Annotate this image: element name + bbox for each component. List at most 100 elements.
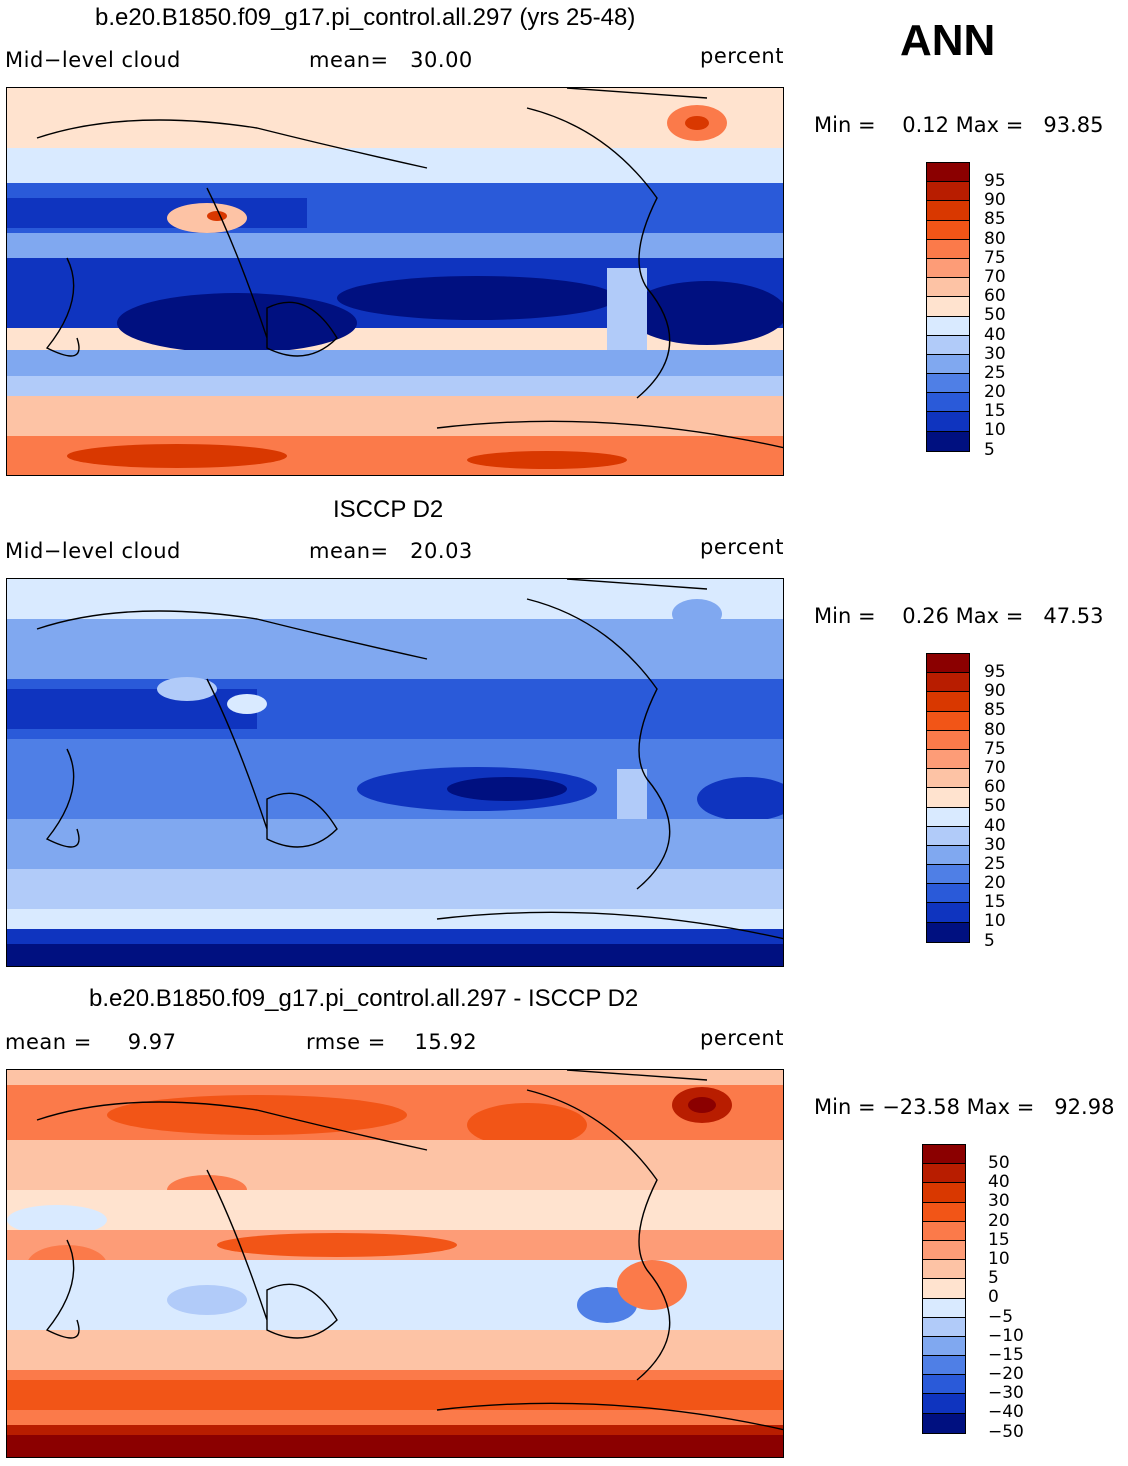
colorbar-tick-label: −5: [988, 1306, 1014, 1327]
colorbar-swatch: [927, 730, 969, 750]
colorbar-swatch: [923, 1356, 965, 1376]
colorbar-swatch: [927, 673, 969, 693]
colorbar-swatch: [923, 1145, 965, 1165]
panel-1-map: [6, 87, 784, 476]
colorbar-tick-label: 25: [984, 362, 1006, 383]
colorbar-tick-label: 0: [988, 1287, 999, 1308]
colorbar-tick-label: −40: [988, 1402, 1024, 1423]
colorbar-swatch: [923, 1164, 965, 1184]
panel-2-title: ISCCP D2: [333, 496, 444, 523]
panel-1-units-label: percent: [700, 44, 784, 68]
colorbar-tick-label: 60: [984, 286, 1006, 307]
colorbar-tick-label: 15: [984, 401, 1006, 422]
colorbar-swatch: [927, 922, 969, 942]
colorbar-swatch: [927, 297, 969, 317]
panel-3-colorbar: [922, 1144, 966, 1434]
colorbar-swatch: [923, 1336, 965, 1357]
colorbar-tick-label: 10: [984, 420, 1006, 441]
colorbar-swatch: [923, 1279, 965, 1299]
colorbar-tick-label: −50: [988, 1421, 1024, 1442]
colorbar-tick-label: −15: [988, 1344, 1024, 1365]
colorbar-swatch: [927, 258, 969, 279]
colorbar-tick-label: 50: [984, 796, 1006, 817]
panel-1-colorbar: [926, 162, 970, 452]
colorbar-swatch: [927, 788, 969, 808]
colorbar-tick-label: 95: [984, 662, 1006, 682]
colorbar-tick-label: 80: [984, 228, 1006, 249]
colorbar-tick-label: 60: [984, 777, 1006, 798]
colorbar-tick-label: −30: [988, 1383, 1024, 1404]
colorbar-tick-label: 40: [984, 815, 1006, 836]
colorbar-tick-label: 70: [984, 757, 1006, 778]
colorbar-tick-label: 85: [984, 209, 1006, 230]
colorbar-tick-label: 5: [984, 930, 995, 951]
colorbar-tick-label: 30: [984, 343, 1006, 364]
panel-3-units-label: percent: [700, 1026, 784, 1050]
colorbar-swatch: [923, 1202, 965, 1222]
colorbar-tick-label: 10: [984, 911, 1006, 932]
colorbar-swatch: [927, 711, 969, 731]
panel-2-colorbar: [926, 653, 970, 943]
colorbar-swatch: [927, 163, 969, 183]
colorbar-tick-label: 10: [988, 1248, 1010, 1269]
colorbar-swatch: [927, 769, 969, 789]
colorbar-tick-label: 25: [984, 853, 1006, 874]
panel-3-title: b.e20.B1850.f09_g17.pi_control.all.297 -…: [89, 985, 639, 1012]
colorbar-swatch: [923, 1394, 965, 1414]
panel-3-rmse-label: rmse = 15.92: [306, 1030, 478, 1054]
colorbar-swatch: [923, 1183, 965, 1203]
panel-2-colorbar-labels: 95 90 85 80 75 70 60 50 40 30 25 20 15 10 5: [984, 662, 1006, 951]
colorbar-swatch: [927, 182, 969, 202]
colorbar-tick-label: 30: [988, 1191, 1010, 1212]
colorbar-swatch: [927, 412, 969, 432]
colorbar-swatch: [927, 354, 969, 375]
panel-3-colorbar-labels: 50 40 30 20 15 10 5 0 −5 −10 −15 −20 −30 −40 −50: [988, 1153, 1024, 1442]
colorbar-tick-label: 15: [988, 1229, 1010, 1250]
colorbar-tick-label: 75: [984, 247, 1006, 268]
colorbar-swatch: [923, 1413, 965, 1433]
colorbar-swatch: [927, 884, 969, 904]
colorbar-swatch: [927, 749, 969, 770]
colorbar-swatch: [927, 278, 969, 298]
colorbar-swatch: [927, 845, 969, 866]
colorbar-tick-label: 40: [988, 1172, 1010, 1193]
colorbar-tick-label: 15: [984, 892, 1006, 913]
colorbar-swatch: [927, 826, 969, 846]
colorbar-swatch: [927, 692, 969, 712]
colorbar-swatch: [927, 903, 969, 923]
colorbar-tick-label: −10: [988, 1325, 1024, 1346]
colorbar-swatch: [927, 239, 969, 259]
colorbar-tick-label: 70: [984, 266, 1006, 287]
colorbar-tick-label: 50: [988, 1153, 1010, 1173]
colorbar-swatch: [927, 865, 969, 885]
colorbar-swatch: [923, 1317, 965, 1337]
colorbar-tick-label: 50: [984, 305, 1006, 326]
colorbar-tick-label: 90: [984, 681, 1006, 702]
panel-3-map: [6, 1069, 784, 1458]
colorbar-tick-label: 20: [984, 873, 1006, 894]
colorbar-swatch: [927, 374, 969, 394]
colorbar-tick-label: 80: [984, 719, 1006, 740]
colorbar-swatch: [927, 807, 969, 827]
colorbar-tick-label: 20: [988, 1210, 1010, 1231]
colorbar-swatch: [923, 1240, 965, 1261]
colorbar-tick-label: 5: [984, 439, 995, 460]
panel-2-variable-label: Mid−level cloud: [5, 539, 181, 563]
panel-3-mean-label: mean = 9.97: [5, 1030, 177, 1054]
panel-1-title: b.e20.B1850.f09_g17.pi_control.all.297 (…: [95, 4, 636, 31]
colorbar-swatch: [927, 201, 969, 221]
colorbar-swatch: [923, 1260, 965, 1280]
panel-1-mean-label: mean= 30.00: [309, 48, 473, 72]
colorbar-tick-label: 85: [984, 700, 1006, 721]
panel-3-minmax: Min = −23.58 Max = 92.98: [814, 1095, 1115, 1119]
colorbar-swatch: [923, 1298, 965, 1318]
colorbar-tick-label: 90: [984, 190, 1006, 211]
panel-1-variable-label: Mid−level cloud: [5, 48, 181, 72]
panel-1-minmax: Min = 0.12 Max = 93.85: [814, 113, 1104, 137]
colorbar-swatch: [927, 335, 969, 355]
colorbar-tick-label: 75: [984, 738, 1006, 759]
colorbar-swatch: [927, 393, 969, 413]
panel-2-map: [6, 578, 784, 967]
colorbar-tick-label: 5: [988, 1268, 999, 1289]
colorbar-swatch: [923, 1375, 965, 1395]
